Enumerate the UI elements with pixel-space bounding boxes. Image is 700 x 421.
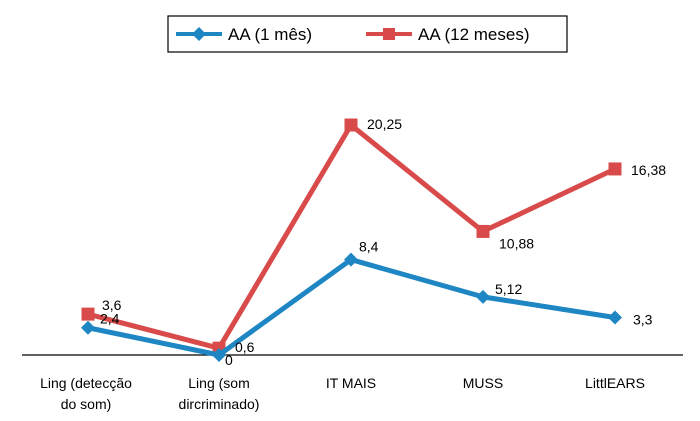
data-label-s0-2: 8,4 [359,239,379,255]
data-label-s1-0: 3,6 [102,297,122,313]
point-s0-0 [81,320,95,335]
data-label-s1-3: 10,88 [499,235,534,251]
data-label-s0-3: 5,12 [495,281,522,297]
point-s1-3 [476,224,490,238]
legend-label-0: AA (1 mês) [228,25,312,44]
x-tick-label-4-0: LittlEARS [585,375,645,391]
data-label-s1-2: 20,25 [367,116,402,132]
data-label-s1-4: 16,38 [631,162,666,178]
point-s1-2 [344,118,358,132]
point-s1-4 [608,162,622,176]
point-s0-3 [476,289,490,304]
point-s0-2 [344,252,358,267]
point-s0-1 [212,348,226,362]
data-label-s1-1: 0,6 [235,339,255,355]
x-tick-labels: Ling (detecção do som) Ling (som dircrimina… [40,375,645,412]
x-tick-label-2-0: IT MAIS [326,375,376,391]
x-tick-label-1-1: dircriminado) [179,396,260,412]
legend-diamond-icon [192,27,206,41]
data-label-s0-1: 0 [225,352,233,368]
legend: AA (1 mês) AA (12 meses) [167,15,568,53]
x-tick-label-0-1: do som) [61,396,112,412]
series-line-0 [87,257,616,358]
data-label-s0-0: 2,4 [100,311,120,327]
legend-label-1: AA (12 meses) [418,25,530,44]
series-layer [81,118,622,362]
point-s0-4 [608,310,622,325]
legend-square-icon [383,28,395,40]
series-line-1 [87,122,617,351]
x-tick-label-1-0: Ling (som [188,375,249,391]
data-labels-layer: 2,4 0 8,4 5,12 3,3 3,6 0,6 20,25 10,88 16,38 [100,116,666,368]
data-label-s0-4: 3,3 [633,312,653,328]
x-tick-label-0-0: Ling (detecção [40,375,132,391]
x-tick-label-3-0: MUSS [463,375,503,391]
point-s1-0 [81,307,95,321]
